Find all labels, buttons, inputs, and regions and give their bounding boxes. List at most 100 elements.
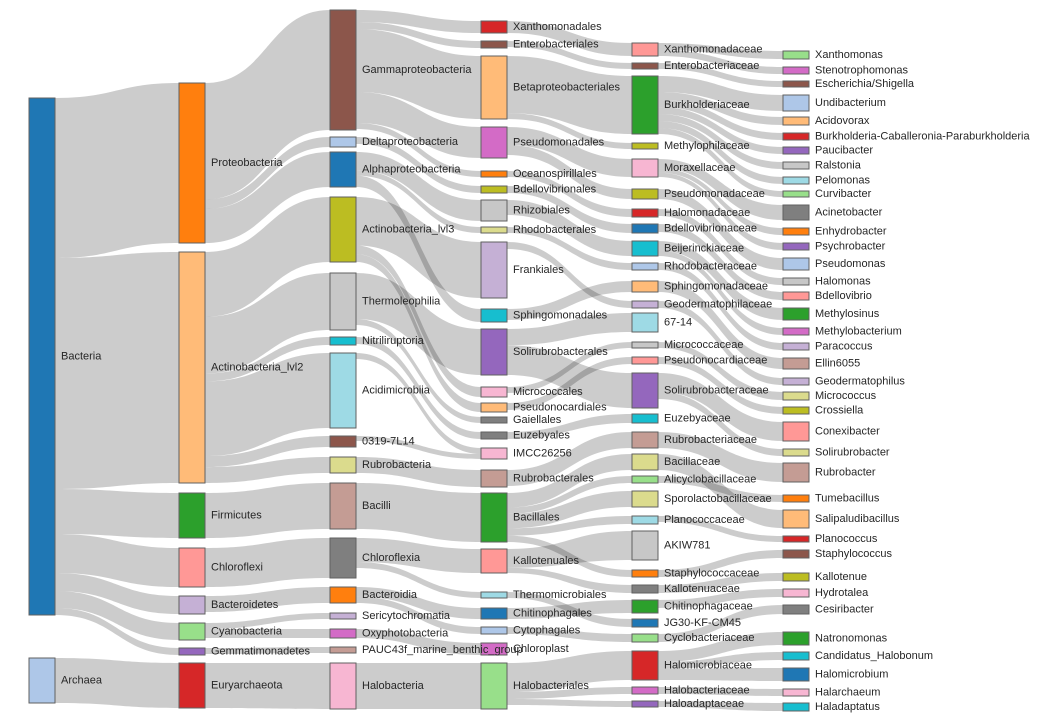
node-paucibacter[interactable]: [782, 146, 810, 155]
flow-link-beijerinckiaceae-to-methylosinus[interactable]: [658, 241, 783, 320]
flow-link-halobacteriaceae-to-halarchaeum[interactable]: [658, 687, 783, 696]
flow-link-solirubrobacteraceae-to-conexibacter[interactable]: [658, 373, 783, 441]
node-pseudomonas[interactable]: [782, 257, 810, 271]
flow-link-halobacteriales-to-haloadaptaceae[interactable]: [507, 699, 632, 707]
flow-link-halobacteriales-to-halomicrobiaceae[interactable]: [507, 651, 632, 692]
node-halobacteriaceae[interactable]: [631, 686, 659, 695]
flow-link-geodermatophilaceae-to-geodermatophilus[interactable]: [658, 301, 783, 385]
flow-link-betaproteobacteriales-to-burkholderiaceae[interactable]: [507, 56, 632, 134]
node-xanthomonadales[interactable]: [480, 20, 508, 34]
flow-link-bacillales-to-staphylococcaceae[interactable]: [507, 535, 632, 577]
flow-link-rubrobacteria-to-rubrobacterales[interactable]: [356, 457, 481, 487]
flow-link-haloadaptaceae-to-haladaptatus[interactable]: [658, 701, 783, 711]
node-euzebyaceae[interactable]: [631, 413, 659, 424]
flow-link-bdellovibrionaceae-to-bdellovibrio[interactable]: [658, 224, 783, 300]
flow-link-bacteria-to-firmicutes[interactable]: [55, 489, 179, 538]
flow-link-rhodobacteraceae-to-paracoccus[interactable]: [658, 263, 783, 350]
flow-link-burkholderiaceae-to-ralstonia[interactable]: [658, 114, 783, 169]
node-oceanospirillales[interactable]: [480, 170, 508, 178]
node-67-14[interactable]: [631, 312, 659, 333]
node-enterobacteriales[interactable]: [480, 40, 508, 49]
node-bacilli[interactable]: [329, 482, 357, 530]
node-planococcus[interactable]: [782, 535, 810, 543]
flow-link-firmicutes-to-bacilli[interactable]: [205, 483, 330, 538]
flow-link-xanthomonadaceae-to-stenotrophomonas[interactable]: [658, 49, 783, 74]
flow-link-burkholderiaceae-to-undibacterium[interactable]: [658, 76, 783, 111]
flow-link-enterobacteriaceae-to-escherichia-shigella[interactable]: [658, 63, 783, 87]
node-firmicutes[interactable]: [178, 492, 206, 539]
node-rhodobacterales[interactable]: [480, 226, 508, 234]
flow-link-proteobacteria-to-alphaproteobacteria[interactable]: [205, 152, 330, 243]
flow-link-chloroflexia-to-thermomicrobiales[interactable]: [356, 562, 481, 598]
flow-link-halomicrobiaceae-to-halomicrobium[interactable]: [658, 668, 783, 681]
flow-link-deltaproteobacteria-to-bdellovibrionales[interactable]: [356, 137, 481, 193]
node-betaproteobacteriales[interactable]: [480, 55, 508, 120]
node-halomicrobium[interactable]: [782, 667, 810, 682]
node-bacillales[interactable]: [480, 492, 508, 543]
node-sericytochromatia[interactable]: [329, 612, 357, 620]
flow-link-bacteria-to-bacteroidetes[interactable]: [55, 573, 179, 614]
flow-link-alphaproteobacteria-to-rhodobacterales[interactable]: [356, 170, 481, 233]
node-cytophagales[interactable]: [480, 626, 508, 635]
flow-link-sphingomonadaceae-to-ellin6055[interactable]: [658, 281, 783, 369]
flow-link-burkholderiaceae-to-curvibacter[interactable]: [658, 128, 783, 197]
node-kallotenuaceae[interactable]: [631, 584, 659, 594]
flow-link-oxyphotobacteria-to-chloroplast[interactable]: [356, 629, 481, 655]
node-ellin6055[interactable]: [782, 357, 810, 370]
flow-link-actinobacteria-lvl2-to-nitriliruptoria[interactable]: [205, 337, 330, 382]
node-methylosinus[interactable]: [782, 307, 810, 321]
node-pseudonocardiales[interactable]: [480, 402, 508, 413]
node-sporolactobacillaceae[interactable]: [631, 490, 659, 508]
node-haladaptatus[interactable]: [782, 702, 810, 712]
flow-link-bacteroidia-to-cytophagales[interactable]: [356, 596, 481, 634]
flow-link-archaea-to-euryarchaeota[interactable]: [55, 658, 179, 708]
node-acidovorax[interactable]: [782, 116, 810, 126]
node-psychrobacter[interactable]: [782, 242, 810, 251]
node-pauc43f-marine-benthic-group[interactable]: [329, 646, 357, 654]
flow-link-bacillales-to-bacillaceae[interactable]: [507, 454, 632, 508]
node-bacteroidia[interactable]: [329, 586, 357, 604]
flow-link-bacteroidetes-to-bacteroidia[interactable]: [205, 587, 330, 612]
node-rubrobacteria[interactable]: [329, 456, 357, 474]
flow-link-gemmatimonadetes-to-pauc43f-marine-benthic-group[interactable]: [205, 647, 330, 654]
node-gammaproteobacteria[interactable]: [329, 9, 357, 131]
flow-link-halomicrobiaceae-to-candidatus-halobonum[interactable]: [658, 652, 783, 669]
node-methylobacterium[interactable]: [782, 327, 810, 336]
flow-link-thermoleophilia-to-gaiellales[interactable]: [356, 319, 481, 423]
flow-link-pseudomonadales-to-pseudomonadaceae[interactable]: [507, 145, 632, 199]
node-solirubrobacter[interactable]: [782, 448, 810, 457]
flow-link-pseudomonadaceae-to-pseudomonas[interactable]: [658, 189, 783, 270]
node-ralstonia[interactable]: [782, 161, 810, 170]
flow-link-oceanospirillales-to-halomonadaceae[interactable]: [507, 171, 632, 217]
flow-link-0319-7l14-to-imcc26256[interactable]: [356, 436, 481, 459]
flow-link-bacteria-to-cyanobacteria[interactable]: [55, 591, 179, 640]
node-sphingomonadales[interactable]: [480, 308, 508, 323]
node-bdellovibrionaceae[interactable]: [631, 223, 659, 234]
node-chloroplast[interactable]: [480, 642, 508, 656]
flow-link-halomicrobiaceae-to-natronomonas[interactable]: [658, 632, 783, 663]
node-undibacterium[interactable]: [782, 94, 810, 112]
node-chitinophagales[interactable]: [480, 607, 508, 620]
node-beijerinckiaceae[interactable]: [631, 240, 659, 257]
flow-link-burkholderiaceae-to-pelomonas[interactable]: [658, 121, 783, 184]
flow-link-chitinophagaceae-to-hydrotalea[interactable]: [658, 589, 783, 608]
flow-link-pseudomonadales-to-moraxellaceae[interactable]: [507, 127, 632, 177]
flow-link-pseudonocardiaceae-to-crossiella[interactable]: [658, 357, 783, 414]
node-halomicrobiaceae[interactable]: [631, 650, 659, 681]
flow-link-planococcaceae-to-planococcus[interactable]: [658, 516, 783, 542]
flow-link-kallotenuales-to-kallotenuaceae[interactable]: [507, 567, 632, 593]
node-planococcaceae[interactable]: [631, 515, 659, 525]
flow-link-enterobacteriales-to-enterobacteriaceae[interactable]: [507, 41, 632, 69]
flow-link-acidimicrobiia-to-imcc26256[interactable]: [356, 353, 481, 454]
flow-link-bacteria-to-proteobacteria[interactable]: [55, 83, 179, 258]
node-acinetobacter[interactable]: [782, 204, 810, 221]
node-frankiales[interactable]: [480, 241, 508, 299]
node-proteobacteria[interactable]: [178, 82, 206, 244]
node-halobacteriales[interactable]: [480, 662, 508, 710]
flow-link-frankiales-to-geodermatophilaceae[interactable]: [507, 242, 632, 308]
node-chitinophagaceae[interactable]: [631, 599, 659, 614]
node-euryarchaeota[interactable]: [178, 662, 206, 709]
node-rhizobiales[interactable]: [480, 199, 508, 222]
node-oxyphotobacteria[interactable]: [329, 628, 357, 639]
node-micrococcaceae[interactable]: [631, 341, 659, 349]
